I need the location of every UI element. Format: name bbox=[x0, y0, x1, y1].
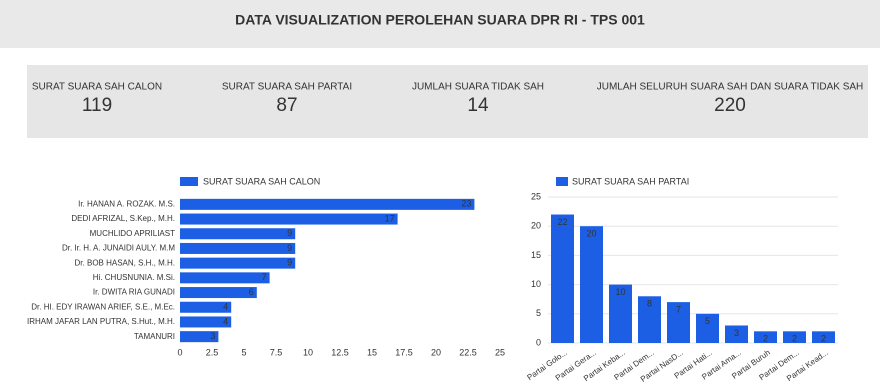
legend-label: SURAT SUARA SAH PARTAI bbox=[572, 176, 689, 186]
scorecard-label: SURAT SUARA SAH CALON bbox=[32, 82, 162, 93]
scorecard-label: SURAT SUARA SAH PARTAI bbox=[222, 82, 352, 93]
bar bbox=[725, 325, 748, 343]
scorecard-value: 220 bbox=[714, 95, 746, 116]
bar bbox=[180, 213, 398, 225]
x-tick-label: 25 bbox=[495, 347, 505, 357]
x-tick-label: 17.5 bbox=[395, 347, 413, 357]
scorecard-label: JUMLAH SELURUH SUARA SAH DAN SUARA TIDAK… bbox=[597, 82, 864, 93]
data-label: 17 bbox=[385, 213, 395, 223]
data-label: 23 bbox=[461, 199, 471, 209]
bar bbox=[638, 296, 661, 343]
y-tick-label: 20 bbox=[531, 221, 541, 231]
y-tick-label: Ir. DWITA RIA GUNADI bbox=[93, 288, 175, 297]
bar bbox=[551, 214, 574, 343]
page-title: DATA VISUALIZATION PEROLEHAN SUARA DPR R… bbox=[235, 12, 645, 28]
data-label: 22 bbox=[557, 217, 567, 227]
bar bbox=[812, 331, 835, 343]
data-label: 3 bbox=[210, 331, 215, 341]
legend-swatch bbox=[556, 177, 568, 186]
y-tick-label: Dr. Ir. H. A. JUNAIDI AULY. M.M bbox=[62, 244, 175, 253]
bar bbox=[580, 226, 603, 343]
x-tick-label: 5 bbox=[241, 347, 246, 357]
bar bbox=[180, 316, 232, 328]
y-tick-label: DEDI AFRIZAL, S.Kep., M.H. bbox=[71, 214, 175, 223]
bar bbox=[180, 257, 296, 269]
y-tick-label: TAMANURI bbox=[134, 332, 175, 341]
data-label: 20 bbox=[586, 229, 596, 239]
y-tick-label: 5 bbox=[536, 308, 541, 318]
y-tick-label: 25 bbox=[531, 191, 541, 201]
data-label: 9 bbox=[287, 258, 292, 268]
header-band bbox=[0, 0, 880, 48]
legend-swatch bbox=[180, 177, 198, 186]
bar bbox=[667, 302, 690, 343]
data-label: 6 bbox=[249, 287, 254, 297]
data-label: 7 bbox=[676, 304, 681, 314]
bar bbox=[180, 242, 296, 254]
x-tick-label: 20 bbox=[431, 347, 441, 357]
data-label: 7 bbox=[262, 272, 267, 282]
bar bbox=[696, 313, 719, 343]
y-tick-label: Dr. HI. EDY IRAWAN ARIEF, S.E., M.Ec. bbox=[31, 302, 175, 311]
y-tick-label: Dr. BOB HASAN, S.H., M.H. bbox=[75, 258, 175, 267]
bar bbox=[180, 198, 475, 210]
x-tick-label: 2.5 bbox=[206, 347, 219, 357]
bar bbox=[180, 331, 219, 343]
y-tick-label: MUCHLIDO APRILIAST bbox=[90, 229, 175, 238]
bar bbox=[609, 284, 632, 343]
scorecard-value: 14 bbox=[467, 95, 489, 116]
scorecard-value: 87 bbox=[276, 95, 297, 116]
x-tick-label: 22.5 bbox=[459, 347, 477, 357]
y-tick-label: IRHAM JAFAR LAN PUTRA, S.Hut., M.H. bbox=[27, 317, 175, 326]
data-label: 3 bbox=[734, 328, 739, 338]
bar bbox=[783, 331, 806, 343]
data-label: 4 bbox=[223, 302, 228, 312]
data-label: 8 bbox=[647, 299, 652, 309]
data-label: 9 bbox=[287, 228, 292, 238]
x-tick-label: 7.5 bbox=[270, 347, 283, 357]
bar bbox=[754, 331, 777, 343]
data-label: 2 bbox=[821, 334, 826, 344]
legend-label: SURAT SUARA SAH CALON bbox=[203, 176, 320, 186]
data-label: 10 bbox=[615, 287, 625, 297]
bar bbox=[180, 228, 296, 240]
scorecard-panel bbox=[27, 65, 868, 138]
y-tick-label: 0 bbox=[536, 337, 541, 347]
scorecard-value: 119 bbox=[82, 95, 112, 116]
y-tick-label: Hi. CHUSNUNIA. M.Si. bbox=[93, 273, 175, 282]
x-tick-label: 15 bbox=[367, 347, 377, 357]
x-tick-label: 12.5 bbox=[331, 347, 349, 357]
data-label: 4 bbox=[223, 316, 228, 326]
data-label: 5 bbox=[705, 316, 710, 326]
x-tick-label: 10 bbox=[303, 347, 313, 357]
bar bbox=[180, 301, 232, 313]
data-label: 2 bbox=[763, 334, 768, 344]
y-tick-label: Ir. HANAN A. ROZAK. M.S. bbox=[78, 199, 175, 208]
data-label: 9 bbox=[287, 243, 292, 253]
bar bbox=[180, 287, 257, 299]
bar bbox=[180, 272, 270, 284]
data-label: 2 bbox=[792, 334, 797, 344]
y-tick-label: 10 bbox=[531, 279, 541, 289]
scorecard-label: JUMLAH SUARA TIDAK SAH bbox=[412, 82, 544, 93]
x-tick-label: 0 bbox=[177, 347, 182, 357]
y-tick-label: 15 bbox=[531, 250, 541, 260]
